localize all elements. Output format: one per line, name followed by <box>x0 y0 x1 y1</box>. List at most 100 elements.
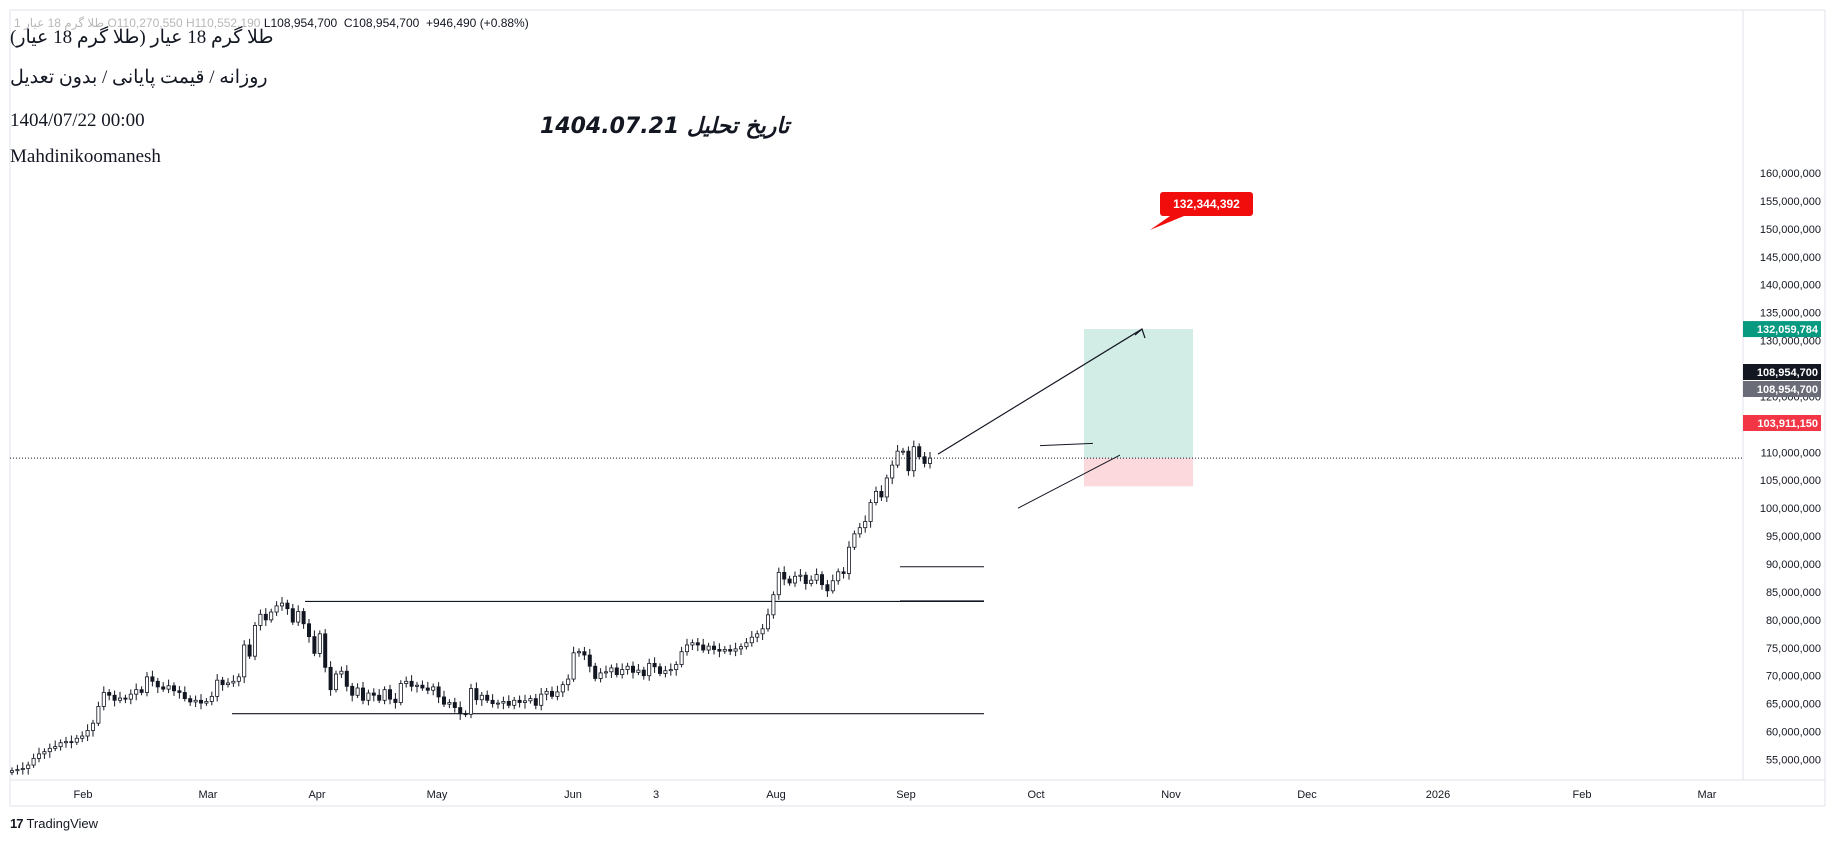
candle-up <box>744 642 749 648</box>
candle-down <box>312 636 317 654</box>
candle-up <box>852 533 857 548</box>
candle-down <box>301 611 306 625</box>
y-tick-label: 130,000,000 <box>1760 336 1821 348</box>
candle-up <box>339 670 344 675</box>
candle-down <box>436 686 441 698</box>
candle-up <box>414 684 419 687</box>
candle-down <box>922 456 927 464</box>
candle-up <box>468 688 473 715</box>
candle-down <box>155 680 160 688</box>
candle-up <box>560 684 565 693</box>
candle-up <box>193 699 198 703</box>
candle-up <box>225 682 230 686</box>
triangle-bottom-line <box>1017 454 1121 509</box>
tradingview-logo[interactable]: 17 TradingView <box>10 816 98 831</box>
candle-down <box>387 689 392 700</box>
candle-up <box>868 502 873 522</box>
y-tick-label: 155,000,000 <box>1760 196 1821 208</box>
candle-up <box>566 678 571 686</box>
candle-up <box>204 701 209 704</box>
candle-up <box>836 571 841 582</box>
candle-down <box>641 669 646 677</box>
y-tick-label: 75,000,000 <box>1766 643 1821 655</box>
candle-up <box>26 764 31 769</box>
tradingview-logo-text: TradingView <box>26 816 99 831</box>
candle-down <box>593 665 598 679</box>
candle-up <box>236 676 241 682</box>
y-tick-label: 90,000,000 <box>1766 559 1821 571</box>
candle-up <box>64 741 69 744</box>
candle-up <box>495 702 500 705</box>
candle-up <box>37 753 42 759</box>
candle-up <box>528 698 533 702</box>
candle-down <box>328 666 333 691</box>
candle-down <box>728 649 733 652</box>
triangle-top-line <box>1039 442 1094 447</box>
candle-down <box>587 654 592 667</box>
projection-arrow-line <box>937 328 1143 455</box>
y-tick-label: 70,000,000 <box>1766 671 1821 683</box>
candle-down <box>123 697 128 700</box>
candle-down <box>658 666 663 674</box>
candle-down <box>306 623 311 638</box>
candle-down <box>458 707 463 715</box>
candle-up <box>539 693 544 706</box>
candle-up <box>609 667 614 673</box>
candle-up <box>674 664 679 670</box>
x-tick-label: Oct <box>1027 789 1044 801</box>
candle-up <box>620 669 625 675</box>
candle-up <box>58 742 63 748</box>
stop-price-label-bg <box>1743 415 1821 431</box>
candle-down <box>420 684 425 689</box>
x-tick-label: Sep <box>896 789 916 801</box>
candle-up <box>91 722 96 731</box>
candle-up <box>555 691 560 697</box>
ohlc-symbol-open-high: 1 طلا گرم 18 عیار O110,270,550 H110,552,… <box>14 16 261 30</box>
candle-down <box>220 679 225 686</box>
candle-down <box>825 584 830 592</box>
x-tick-label: Feb <box>1573 789 1592 801</box>
candle-up <box>544 690 549 695</box>
candle-up <box>749 636 754 644</box>
candle-down <box>285 602 290 610</box>
candle-down <box>263 613 268 621</box>
candle-up <box>479 694 484 701</box>
y-tick-label: 160,000,000 <box>1760 168 1821 180</box>
candle-down <box>631 665 636 673</box>
y-tick-label: 110,000,000 <box>1761 447 1821 459</box>
candle-up <box>134 689 139 695</box>
x-tick-label: Aug <box>766 789 786 801</box>
stop-zone <box>1084 458 1193 487</box>
candle-down <box>161 686 166 690</box>
candle-down <box>712 645 717 650</box>
candle-up <box>722 649 727 652</box>
candle-up <box>830 580 835 592</box>
candle-up <box>333 673 338 691</box>
candle-up <box>863 521 868 529</box>
candle-up <box>771 594 776 616</box>
y-tick-label: 135,000,000 <box>1760 308 1821 320</box>
candle-up <box>398 683 403 703</box>
ref-price-label: 108,954,700 <box>1757 384 1818 396</box>
candle-down <box>393 698 398 703</box>
candle-up <box>404 680 409 684</box>
candle-up <box>733 648 738 652</box>
candle-up <box>636 669 641 673</box>
candle-up <box>857 527 862 535</box>
y-tick-label: 60,000,000 <box>1766 727 1821 739</box>
x-tick-label: Mar <box>1698 789 1717 801</box>
candle-up <box>382 689 387 701</box>
candle-down <box>344 670 349 687</box>
candle-down <box>841 571 846 574</box>
y-tick-label: 95,000,000 <box>1766 531 1821 543</box>
target-price-label-bg <box>1743 321 1821 338</box>
candle-down <box>198 699 203 704</box>
candle-up <box>215 679 220 697</box>
candle-up <box>679 651 684 665</box>
candle-up <box>890 464 895 479</box>
y-tick-label: 80,000,000 <box>1766 615 1821 627</box>
candle-up <box>685 644 690 653</box>
x-tick-label: Apr <box>308 789 325 801</box>
candle-up <box>15 769 20 772</box>
